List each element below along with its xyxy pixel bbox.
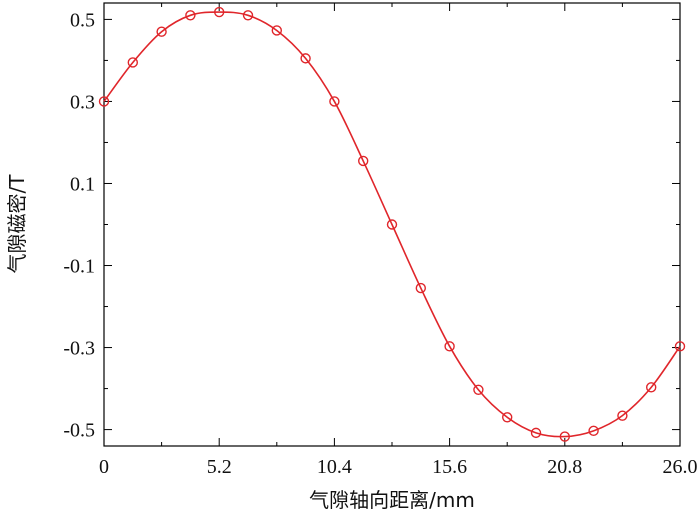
data-point-marker [674, 341, 686, 352]
y-tick-label: 0.3 [70, 91, 95, 113]
x-tick-label: 15.6 [432, 456, 467, 478]
data-point-marker [530, 427, 542, 439]
y-axis-title: 气隙磁密/T [5, 174, 29, 274]
x-tick-label: 26.0 [663, 456, 698, 478]
x-tick-label: 20.8 [547, 456, 582, 478]
data-point-marker [329, 96, 340, 107]
y-tick-label: 0.1 [70, 173, 95, 195]
data-point-marker [300, 53, 311, 64]
y-tick-label: -0.3 [63, 338, 95, 360]
data-point-marker [502, 412, 513, 423]
y-axis-tick-labels: 0.5 0.3 0.1 -0.1 -0.3 -0.5 [63, 9, 95, 441]
data-point-marker [386, 219, 398, 230]
data-point-marker [156, 26, 167, 37]
x-tick-label: 5.2 [207, 456, 232, 478]
y-tick-label: 0.5 [70, 9, 95, 31]
data-point-marker [444, 341, 455, 352]
data-point-marker [415, 282, 426, 294]
y-tick-label: -0.1 [63, 256, 95, 278]
x-axis-tick-labels: 0 5.2 10.4 15.6 20.8 26.0 [99, 456, 698, 478]
data-point-marker [127, 57, 139, 68]
data-point-marker [559, 431, 570, 442]
data-point-marker [242, 10, 254, 21]
data-point-marker [271, 25, 282, 36]
data-point-marker [588, 425, 599, 437]
data-point-marker [473, 384, 484, 396]
x-axis-title: 气隙轴向距离/mm [309, 488, 475, 512]
series-line [103, 11, 681, 438]
data-point-marker [358, 155, 369, 167]
x-tick-label: 0 [99, 456, 109, 478]
data-point-marker [213, 6, 225, 18]
y-tick-label: -0.5 [63, 420, 95, 442]
data-point-marker [185, 10, 196, 21]
x-axis-ticks [103, 3, 681, 446]
data-point-marker [646, 382, 657, 393]
series-markers [98, 6, 686, 442]
x-tick-label: 10.4 [317, 456, 352, 478]
data-point-marker [98, 96, 110, 107]
data-point-marker [617, 410, 628, 421]
